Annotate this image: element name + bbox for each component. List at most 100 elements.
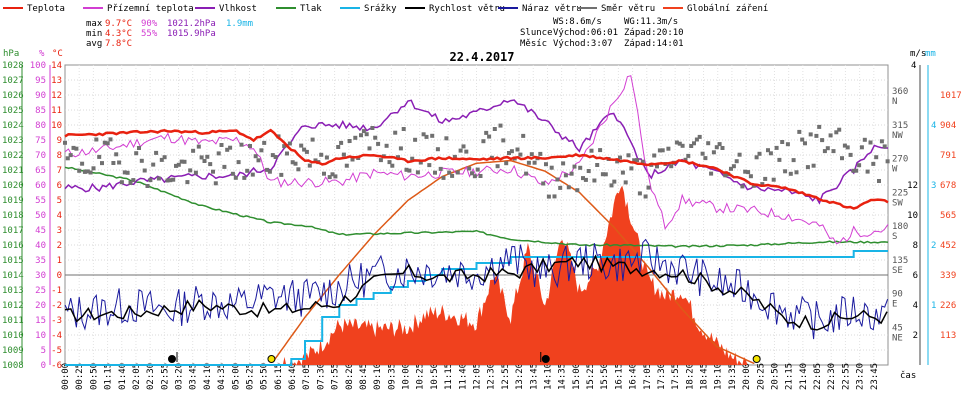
wind-direction-point <box>857 163 862 168</box>
wind-direction-point <box>393 130 398 135</box>
wind-direction-point <box>800 137 805 142</box>
legend-item: Srážky <box>340 4 397 14</box>
wind-direction-point <box>154 150 159 155</box>
wind-direction-point <box>236 160 241 165</box>
series-wind-speed <box>64 254 888 331</box>
moonrise-marker <box>167 355 176 363</box>
axis-tick-label: 00:25 <box>75 363 85 390</box>
wind-direction-point <box>233 175 238 180</box>
wind-direction-point <box>785 142 790 147</box>
legend-label: Tlak <box>300 4 322 14</box>
wind-direction-point <box>137 146 141 150</box>
wind-direction-point <box>313 158 318 163</box>
legend-label: Teplota <box>27 4 65 14</box>
axis-tick-label: 1012 <box>2 301 24 311</box>
wind-direction-point <box>267 169 272 174</box>
wind-direction-point <box>370 126 375 130</box>
axis-tick-label: 21:40 <box>799 363 809 390</box>
axis-tick-label: 1017 <box>940 91 962 101</box>
axis-tick-label: 17:30 <box>657 363 667 390</box>
axis-tick-label: 70 <box>35 151 46 161</box>
axis-tick-label: 30 <box>35 271 46 281</box>
axis-tick-label: 12:05 <box>473 363 483 390</box>
legend-label: Vlhkost <box>219 4 257 14</box>
axis-tick-label: W <box>892 165 898 175</box>
wind-direction-point <box>754 155 759 160</box>
wind-direction-point <box>361 129 366 134</box>
wind-direction-point <box>396 155 400 160</box>
wind-direction-point <box>94 137 99 142</box>
axis-tick-label: 04:10 <box>203 363 213 390</box>
chart-title: 22.4.2017 <box>449 50 514 64</box>
info-wind-speed: WS:8.6m/s <box>553 17 602 27</box>
wind-direction-point <box>478 174 483 178</box>
axis-tick-label: 100 <box>30 61 46 71</box>
wind-direction-point <box>640 159 645 164</box>
wind-direction-point <box>307 163 312 168</box>
wind-direction-point <box>697 134 702 139</box>
wind-direction-point <box>350 157 355 162</box>
wind-direction-point <box>717 142 722 147</box>
wind-direction-point <box>734 159 739 164</box>
wind-direction-point <box>182 159 187 164</box>
stats-temperature: 4.3°C <box>105 29 132 39</box>
wind-direction-point <box>586 169 591 173</box>
axis-tick-label: 15:00 <box>572 363 582 390</box>
axis-tick-label: 13:20 <box>515 363 525 390</box>
wind-direction-point <box>774 145 779 150</box>
axis-tick-label: 2 <box>931 241 936 251</box>
axis-tick-label: 60 <box>35 181 46 191</box>
axis-tick-label: 03:20 <box>175 363 185 390</box>
axis-tick-label: 10:25 <box>416 363 426 390</box>
axis-tick-label: 13 <box>51 76 62 86</box>
wind-direction-point <box>464 149 469 154</box>
axis-tick-label: 35 <box>35 256 46 266</box>
axis-tick-label: 01:15 <box>104 363 114 390</box>
wind-direction-point <box>797 129 802 134</box>
axis-tick-label: 07:05 <box>302 363 312 390</box>
axis-tick-label: 04:35 <box>217 363 227 390</box>
wind-direction-point <box>555 177 560 182</box>
axis-tick-label: 1023 <box>2 136 24 146</box>
wind-direction-point <box>515 147 520 152</box>
wind-direction-point <box>250 172 255 177</box>
axis-tick-label: 18:20 <box>685 363 695 390</box>
wind-direction-point <box>282 144 287 149</box>
wind-direction-point <box>620 170 625 175</box>
wind-direction-point <box>219 143 224 147</box>
axis-tick-label: 113 <box>940 331 956 341</box>
axis-tick-label: 0 <box>57 271 62 281</box>
left-axes: 1008100910101011101210131014101510161017… <box>2 49 63 371</box>
axis-tick-label: 226 <box>940 301 956 311</box>
wind-direction-point <box>603 172 608 177</box>
legend-label: Přízemní teplota <box>107 4 194 14</box>
wind-direction-point <box>618 155 622 160</box>
wind-direction-point <box>441 175 446 180</box>
wind-direction-point <box>433 170 437 175</box>
wind-direction-point <box>643 194 648 199</box>
legend-item: Rychlost větru <box>405 4 505 14</box>
axis-tick-label: SE <box>892 266 903 276</box>
wind-direction-point <box>461 144 466 149</box>
wind-direction-point <box>720 146 725 150</box>
axis-tick-label: 1026 <box>2 91 24 101</box>
info-moon-label: Měsíc <box>520 39 547 49</box>
axis-tick-label: 791 <box>940 151 956 161</box>
wind-direction-point <box>669 164 674 169</box>
wind-direction-point <box>211 169 215 174</box>
stats-humidity: 55% <box>141 29 158 39</box>
axis-tick-label: 0 <box>41 361 46 371</box>
wind-direction-point <box>865 169 870 174</box>
wind-direction-point <box>125 170 130 175</box>
axis-tick-label: 55 <box>35 196 46 206</box>
wind-direction-point <box>407 168 412 173</box>
axis-tick-label: 05:50 <box>260 363 270 390</box>
wind-direction-point <box>185 180 190 185</box>
wind-direction-point <box>766 148 770 153</box>
wind-direction-point <box>521 133 526 138</box>
wind-direction-point <box>216 151 221 156</box>
axis-tick-label: 3 <box>57 226 62 236</box>
wind-direction-point <box>470 171 474 176</box>
wind-direction-point <box>472 174 477 179</box>
axis-tick-label: 1021 <box>2 166 24 176</box>
